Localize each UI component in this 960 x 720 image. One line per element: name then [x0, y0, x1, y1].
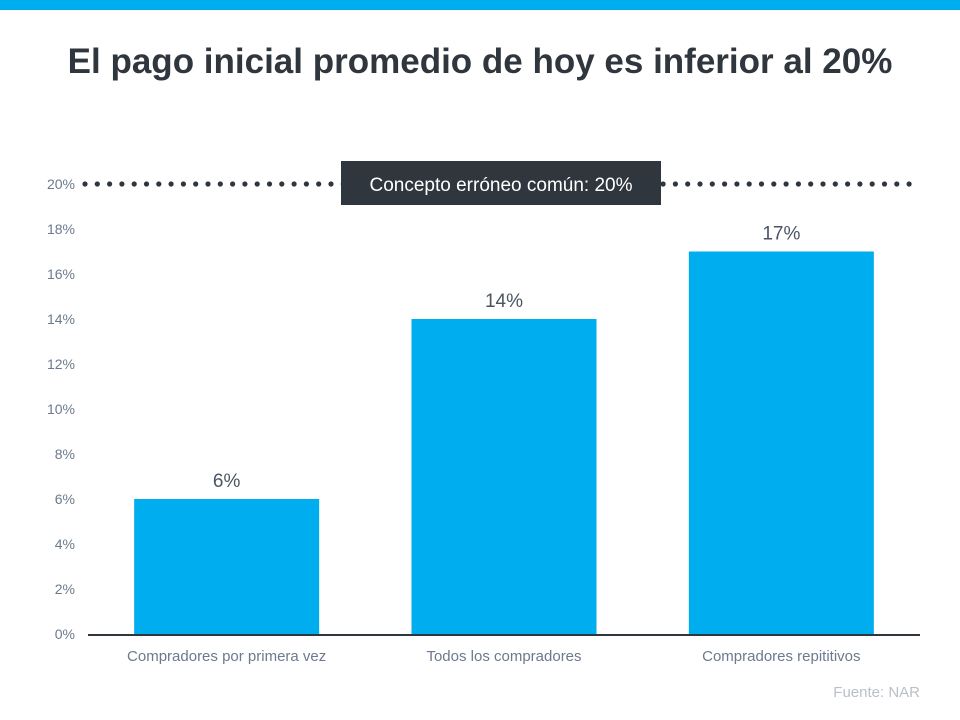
- reference-line-dot: [660, 181, 666, 187]
- reference-line-dot: [316, 181, 322, 187]
- data-label: 17%: [762, 224, 800, 245]
- reference-line-dot: [722, 181, 728, 187]
- reference-line-dot: [906, 181, 912, 187]
- x-tick-label: Compradores por primera vez: [127, 648, 326, 665]
- reference-label-box: [341, 161, 661, 205]
- reference-line-dot: [119, 181, 125, 187]
- x-tick-label: Todos los compradores: [426, 648, 581, 665]
- y-tick-label: 0%: [55, 626, 75, 642]
- data-label: 6%: [213, 471, 241, 492]
- reference-line-dot: [734, 181, 740, 187]
- reference-line-dot: [758, 181, 765, 187]
- data-label: 14%: [485, 291, 523, 312]
- reference-line-dot: [94, 181, 100, 187]
- reference-line-dot: [168, 181, 174, 187]
- reference-line-dot: [82, 181, 88, 187]
- reference-line-dot: [808, 181, 814, 187]
- reference-line-dot: [230, 181, 236, 187]
- reference-line-dot: [217, 181, 223, 187]
- reference-line-dot: [697, 181, 703, 187]
- bar: [411, 319, 597, 634]
- reference-line-dot: [291, 181, 297, 187]
- source-label: Fuente: NAR: [833, 684, 920, 701]
- reference-line-dot: [131, 181, 137, 187]
- y-tick-label: 8%: [55, 446, 75, 462]
- reference-line-dot: [771, 181, 777, 187]
- x-tick-label: Compradores repititivos: [702, 648, 860, 665]
- reference-line-dot: [266, 181, 273, 187]
- reference-line-dot: [143, 181, 150, 187]
- reference-line-dot: [832, 181, 838, 187]
- y-tick-label: 4%: [55, 536, 75, 552]
- reference-line-dot: [783, 181, 789, 187]
- reference-line-dot: [279, 181, 285, 187]
- reference-line-dot: [107, 181, 113, 187]
- y-tick-label: 16%: [47, 266, 75, 282]
- reference-line-dot: [254, 181, 260, 187]
- reference-line-dot: [857, 181, 863, 187]
- y-tick-label: 10%: [47, 401, 75, 417]
- y-tick-label: 20%: [47, 176, 75, 192]
- bar: [688, 251, 874, 634]
- reference-line-dot: [685, 181, 691, 187]
- reference-line-dot: [156, 181, 162, 187]
- y-tick-label: 6%: [55, 491, 75, 507]
- y-tick-label: 2%: [55, 581, 75, 597]
- reference-line-dot: [746, 181, 752, 187]
- reference-line-dot: [894, 181, 900, 187]
- reference-line-dot: [180, 181, 186, 187]
- reference-line-dot: [328, 181, 334, 187]
- chart-title: El pago inicial promedio de hoy es infer…: [67, 42, 893, 81]
- reference-line-dot: [795, 181, 802, 187]
- reference-line-dot: [303, 181, 309, 187]
- reference-line-dot: [845, 181, 851, 187]
- reference-line-dot: [193, 181, 199, 187]
- reference-line-dot: [672, 181, 679, 187]
- y-tick-label: 18%: [47, 221, 75, 237]
- reference-line-dot: [881, 181, 888, 187]
- bar: [134, 499, 320, 634]
- reference-line-dot: [205, 181, 211, 187]
- reference-line-dot: [709, 181, 715, 187]
- y-tick-label: 14%: [47, 311, 75, 327]
- reference-line-dot: [820, 181, 826, 187]
- y-tick-label: 12%: [47, 356, 75, 372]
- reference-line-dot: [242, 181, 248, 187]
- reference-label: Concepto erróneo común: 20%: [370, 175, 633, 196]
- top-accent-bar: [0, 0, 960, 10]
- reference-line-dot: [869, 181, 875, 187]
